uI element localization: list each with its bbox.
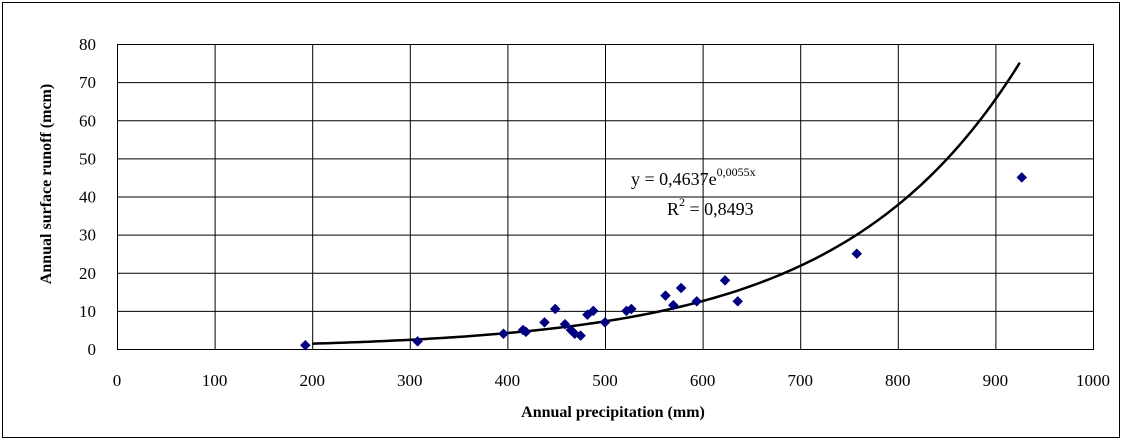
y-tick-label-3: 30 [79,226,96,245]
x-axis-title: Annual precipitation (mm) [521,404,705,421]
data-point-2 [498,328,509,340]
x-tick-label-7: 700 [787,371,813,390]
data-point-1 [412,336,423,347]
trendline-equation: y = 0,4637e0,0055x [631,165,756,189]
data-point-15 [625,303,637,315]
data-point-17 [667,299,679,311]
r2-base: R [667,199,679,219]
x-tick-label-2: 200 [299,371,325,390]
data-point-6 [549,303,561,315]
r2-exponent: 2 [679,195,685,209]
data-point-18 [675,282,687,294]
y-tick-label-6: 60 [79,111,96,130]
trendline-layer [312,61,1021,345]
y-tick-label-0: 0 [88,340,97,359]
data-point-5 [539,316,550,328]
data-point-16 [660,290,671,301]
x-tick-label-10: 1000 [1076,371,1110,390]
y-tick-label-1: 10 [79,302,96,321]
y-tick-label-2: 20 [79,264,96,283]
r-squared-label: R2 = 0,8493 [667,195,754,219]
x-tick-label-0: 0 [113,371,122,390]
plot-area-frame [117,44,1094,350]
y-axis-tick-labels: 0 10 20 30 40 50 60 70 80 [79,35,96,359]
y-tick-label-4: 40 [79,188,96,207]
x-tick-label-4: 400 [495,371,521,390]
equation-base: y = 0,4637e [631,169,717,189]
x-axis-tick-labels: 0 100 200 300 400 500 600 700 800 900 1000 [113,371,1110,390]
data-point-23 [1016,172,1028,183]
x-tick-label-1: 100 [202,371,228,390]
data-point-7 [559,318,571,330]
data-point-21 [732,295,744,307]
x-tick-label-8: 800 [885,371,911,390]
data-point-19 [691,295,703,307]
x-tick-label-5: 500 [592,371,618,390]
data-point-20 [719,275,731,286]
exponential-trendline [312,61,1021,345]
data-points [300,172,1028,351]
data-point-22 [851,248,863,260]
data-point-13 [599,316,611,328]
r2-value: = 0,8493 [685,199,754,219]
x-tick-label-6: 600 [690,371,716,390]
y-tick-label-7: 70 [79,73,96,92]
x-tick-label-3: 300 [397,371,423,390]
data-point-4 [520,326,532,338]
data-point-12 [587,305,599,317]
data-point-10 [575,330,586,342]
y-tick-label-8: 80 [79,35,96,54]
equation-exponent: 0,0055x [717,165,756,179]
y-axis-title: Annual surface runoff (mcm) [38,84,55,284]
x-tick-label-9: 900 [983,371,1009,390]
data-point-0 [300,339,311,351]
y-tick-label-5: 50 [79,149,96,168]
